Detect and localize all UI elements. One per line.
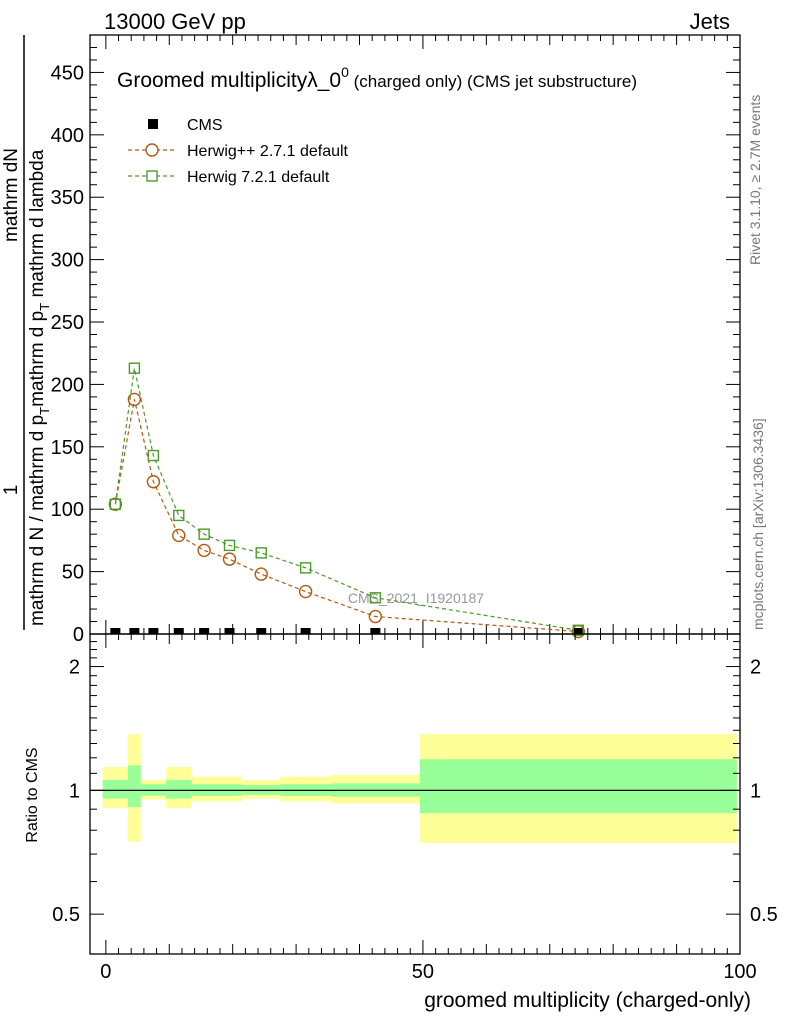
- ratio-inner-band: [128, 765, 141, 808]
- ratio-x-tick-labels: 0 50 100: [100, 961, 756, 983]
- legend-herwigpp-label: Herwig++ 2.7.1 default: [187, 143, 349, 160]
- y-label-den-part2: mathrm d p: [27, 311, 48, 407]
- herwigpp-data-point: [197, 543, 211, 558]
- title-rest: (charged only) (CMS jet substructure): [349, 72, 637, 91]
- herwig7-data-point: [369, 592, 382, 604]
- herwigpp-data-point: [298, 584, 313, 599]
- herwig7-data-point: [128, 362, 141, 374]
- x-axis-label: groomed multiplicity (charged-only): [424, 989, 751, 1012]
- main-y-axis-label: 1 mathrm dN mathrm d N / mathrm d pTmath…: [1, 35, 52, 630]
- herwigpp-data-point: [146, 475, 161, 489]
- main-y-tick-label: 150: [51, 437, 84, 459]
- main-y-tick-label: 450: [51, 62, 84, 84]
- herwig7-data-point: [255, 547, 267, 559]
- y-label-one: 1: [1, 485, 22, 496]
- main-panel-ticks: [90, 35, 741, 635]
- herwigpp-data-point: [172, 528, 186, 543]
- ratio-y-tick-label: 2: [69, 657, 80, 679]
- ratio-y-tick-label: 0.5: [52, 904, 80, 926]
- main-y-tick-labels: 0 50 100 150 200 250 300 350 400 450: [51, 62, 84, 646]
- header-energy-label: 13000 GeV pp: [104, 9, 246, 34]
- ratio-inner-band: [166, 779, 192, 799]
- main-y-tick-label: 400: [51, 125, 84, 147]
- ratio-bands-layer: [102, 734, 737, 843]
- legend-herwig7-marker: [146, 170, 158, 182]
- series-line-1: [114, 399, 579, 633]
- herwig7-data-point: [198, 528, 210, 540]
- legend-herwigpp-marker: [145, 143, 159, 157]
- y-label-numerator: mathrm dN: [1, 148, 22, 242]
- herwig7-data-point: [299, 562, 312, 574]
- ratio-panel-ticks: [90, 633, 741, 955]
- title-main: Groomed multiplicityλ_0: [117, 69, 341, 92]
- main-y-tick-label: 100: [51, 499, 84, 521]
- main-y-tick-label: 50: [62, 562, 84, 584]
- herwigpp-data-point: [254, 567, 268, 581]
- ratio-y-axis-label: Ratio to CMS: [24, 747, 41, 842]
- cms-data-point: [199, 628, 210, 634]
- cms-data-point: [224, 628, 235, 634]
- herwig7-data-point: [109, 498, 122, 510]
- cms-data-point: [300, 628, 311, 634]
- y-label-den-part3: mathrm d lambda: [27, 149, 48, 303]
- legend-herwig7-label: Herwig 7.2.1 default: [187, 169, 330, 186]
- ratio-y-tick-label-right: 1: [750, 780, 761, 802]
- main-y-tick-label: 0: [73, 624, 84, 646]
- ratio-y-tick-labels: 0.5 0.5 1 1 2 2: [52, 657, 778, 927]
- main-y-tick-label: 300: [51, 250, 84, 272]
- main-y-tick-label: 200: [51, 374, 84, 396]
- cms-data-point: [256, 628, 267, 634]
- main-y-tick-label: 250: [51, 312, 84, 334]
- legend-cms-label: CMS: [187, 117, 223, 134]
- cms-data-point: [573, 628, 584, 634]
- herwigpp-data-point: [108, 497, 123, 511]
- cms-data-point: [173, 628, 184, 634]
- legend-cms-marker: [148, 119, 158, 129]
- ratio-inner-band: [419, 759, 737, 814]
- series-line-2: [114, 368, 579, 631]
- x-tick-label: 0: [100, 961, 111, 983]
- herwig7-data-point: [223, 539, 236, 552]
- ratio-inner-band: [102, 779, 129, 799]
- main-series-layer: [108, 362, 585, 639]
- herwig7-data-point: [147, 449, 160, 462]
- x-tick-label: 50: [412, 961, 434, 983]
- y-label-den-sub2: T: [37, 303, 52, 311]
- y-label-denominator: mathrm d N / mathrm d pTmathrm d pT math…: [27, 149, 52, 626]
- side-label-mcplots: mcplots.cern.ch [arXiv:1306.3436]: [750, 418, 766, 630]
- herwig7-data-point: [173, 509, 185, 522]
- main-plot-title: Groomed multiplicityλ_00 (charged only) …: [117, 64, 637, 92]
- ratio-y-tick-label-right: 2: [750, 657, 761, 679]
- y-label-den-part1: mathrm d N / mathrm d p: [27, 415, 48, 626]
- side-label-rivet: Rivet 3.1.10, ≥ 2.7M events: [747, 95, 763, 265]
- ratio-y-tick-label: 1: [69, 780, 80, 802]
- title-superscript: 0: [341, 64, 349, 80]
- ratio-y-tick-label-right: 0.5: [750, 904, 778, 926]
- y-label-den-sub1: T: [37, 407, 52, 415]
- legend: CMS Herwig++ 2.7.1 default Herwig 7.2.1 …: [128, 117, 349, 186]
- header-category-label: Jets: [690, 9, 730, 34]
- herwigpp-data-point: [368, 609, 383, 624]
- herwigpp-data-point: [222, 552, 237, 566]
- cms-data-point: [370, 628, 381, 634]
- analysis-watermark: CMS_2021_I1920187: [348, 590, 484, 606]
- main-y-tick-label: 350: [51, 187, 84, 209]
- cms-data-point: [129, 628, 140, 634]
- cms-data-point: [148, 628, 159, 634]
- ratio-panel-frame: [89, 633, 741, 955]
- x-tick-label: 100: [723, 961, 756, 983]
- herwigpp-data-point: [127, 392, 142, 407]
- cms-data-point: [110, 628, 121, 634]
- herwig7-data-point: [572, 624, 584, 636]
